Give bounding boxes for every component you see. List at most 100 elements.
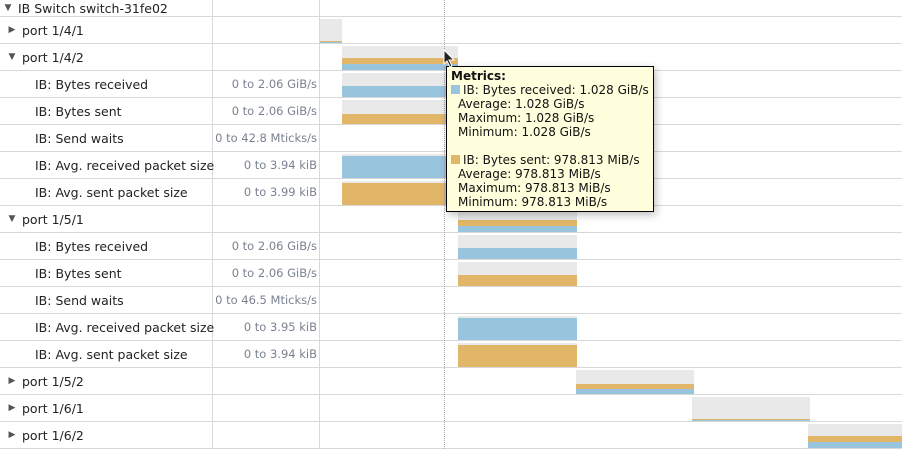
switch-row[interactable]: ▼ IB Switch switch-31fe02: [0, 0, 902, 17]
received-minimum: Minimum: 1.028 GiB/s: [458, 125, 591, 139]
metric-row[interactable]: IB: Send waits 0 to 46.5 Mticks/s: [0, 287, 902, 314]
metric-row[interactable]: IB: Bytes received 0 to 2.06 GiB/s: [0, 233, 902, 260]
received-bar[interactable]: [808, 442, 902, 448]
sent-bar[interactable]: [692, 419, 810, 420]
expand-arrow-icon[interactable]: ▶: [8, 430, 16, 440]
row-chart: [320, 233, 902, 259]
row-chart: [320, 17, 902, 43]
sent-bar[interactable]: [458, 275, 577, 286]
tooltip-title: Metrics:: [451, 69, 506, 83]
received-header: IB: Bytes received: 1.028 GiB/s: [463, 83, 649, 97]
row-chart: [320, 98, 902, 124]
metric-row[interactable]: IB: Avg. sent packet size 0 to 3.94 kiB: [0, 341, 902, 368]
sent-swatch: [451, 155, 460, 164]
mouse-pointer-icon: [443, 49, 456, 68]
row-chart: [320, 206, 902, 232]
expand-arrow-icon[interactable]: ▶: [8, 403, 16, 413]
received-bar[interactable]: [342, 86, 458, 97]
row-label: IB: Bytes sent: [35, 265, 122, 281]
row-label: port 1/5/2: [22, 373, 84, 389]
row-name: IB: Send waits: [0, 287, 213, 313]
row-chart: [320, 71, 902, 97]
metric-row[interactable]: IB: Avg. received packet size 0 to 3.95 k…: [0, 314, 902, 341]
row-label: IB Switch switch-31fe02: [18, 0, 168, 16]
sent-bar[interactable]: [342, 183, 458, 205]
sent-bar[interactable]: [808, 436, 902, 442]
received-bar[interactable]: [458, 318, 577, 340]
collapse-arrow-icon[interactable]: ▼: [4, 3, 12, 13]
sent-maximum: Maximum: 978.813 MiB/s: [458, 181, 611, 195]
row-name: IB: Send waits: [0, 125, 213, 151]
row-label: IB: Avg. received packet size: [35, 319, 215, 335]
row-value-range: 0 to 42.8 Mticks/s: [213, 125, 320, 151]
received-bar[interactable]: [342, 156, 458, 178]
sent-minimum: Minimum: 978.813 MiB/s: [458, 195, 608, 209]
time-cursor-line: [444, 0, 445, 449]
received-bar[interactable]: [320, 42, 342, 43]
row-label: port 1/5/1: [22, 211, 84, 227]
sent-bar[interactable]: [320, 41, 342, 42]
sent-bar[interactable]: [342, 114, 458, 124]
row-value-range: 0 to 3.95 kiB: [213, 314, 320, 340]
row-chart: [320, 152, 902, 178]
row-name: ▼ IB Switch switch-31fe02: [0, 0, 213, 16]
received-bar[interactable]: [342, 64, 458, 70]
row-name: ▶ port 1/5/2: [0, 368, 213, 394]
received-bar[interactable]: [458, 248, 577, 259]
expand-arrow-icon[interactable]: ▶: [8, 376, 16, 386]
sent-bar[interactable]: [458, 345, 577, 367]
sent-bar[interactable]: [576, 384, 694, 389]
row-value-range: [213, 0, 320, 16]
row-name: IB: Bytes received: [0, 71, 213, 97]
row-value-range: [213, 422, 320, 448]
received-bar[interactable]: [692, 420, 810, 421]
row-chart: [320, 395, 902, 421]
row-value-range: 0 to 2.06 GiB/s: [213, 233, 320, 259]
row-label: IB: Bytes received: [35, 76, 149, 92]
received-bar[interactable]: [576, 389, 694, 394]
port-row[interactable]: ▶ port 1/4/1: [0, 17, 902, 44]
row-chart: [320, 422, 902, 448]
collapse-arrow-icon[interactable]: ▼: [8, 52, 16, 62]
row-name: ▶ port 1/6/2: [0, 422, 213, 448]
received-swatch: [451, 85, 460, 94]
sent-bar[interactable]: [458, 220, 577, 226]
row-chart: [320, 179, 902, 205]
row-name: ▼ port 1/5/1: [0, 206, 213, 232]
row-value-range: 0 to 46.5 Mticks/s: [213, 287, 320, 313]
received-average: Average: 1.028 GiB/s: [458, 97, 585, 111]
port-row[interactable]: ▶ port 1/5/2: [0, 368, 902, 395]
metric-row[interactable]: IB: Bytes sent 0 to 2.06 GiB/s: [0, 260, 902, 287]
row-label: port 1/4/2: [22, 49, 84, 65]
row-label: IB: Avg. sent packet size: [35, 184, 188, 200]
row-name: ▶ port 1/4/1: [0, 17, 213, 43]
row-name: IB: Bytes received: [0, 233, 213, 259]
metrics-tooltip: Metrics: IB: Bytes received: 1.028 GiB/s…: [446, 66, 654, 212]
row-value-range: 0 to 3.94 kiB: [213, 341, 320, 367]
row-name: IB: Avg. received packet size: [0, 152, 215, 178]
sent-bar[interactable]: [342, 58, 458, 64]
row-label: port 1/6/1: [22, 400, 84, 416]
row-name: IB: Avg. sent packet size: [0, 341, 213, 367]
row-label: port 1/4/1: [22, 22, 84, 38]
row-value-range: 0 to 3.99 kiB: [213, 179, 320, 205]
row-value-range: [213, 395, 320, 421]
collapse-arrow-icon[interactable]: ▼: [8, 214, 16, 224]
received-bar[interactable]: [458, 226, 577, 232]
port-row[interactable]: ▶ port 1/6/2: [0, 422, 902, 449]
row-label: IB: Avg. sent packet size: [35, 346, 188, 362]
row-name: ▼ port 1/4/2: [0, 44, 213, 70]
row-chart: [320, 0, 902, 16]
row-name: IB: Avg. sent packet size: [0, 179, 213, 205]
port-row[interactable]: ▼ port 1/5/1: [0, 206, 902, 233]
row-chart: [320, 341, 902, 367]
port-row[interactable]: ▶ port 1/6/1: [0, 395, 902, 422]
chart-background-box: [320, 19, 342, 43]
row-label: IB: Send waits: [35, 130, 124, 146]
row-value-range: [213, 17, 320, 43]
row-label: IB: Avg. received packet size: [35, 157, 215, 173]
row-label: IB: Bytes sent: [35, 103, 122, 119]
expand-arrow-icon[interactable]: ▶: [8, 25, 16, 35]
row-chart: [320, 287, 902, 313]
sent-header: IB: Bytes sent: 978.813 MiB/s: [463, 153, 640, 167]
